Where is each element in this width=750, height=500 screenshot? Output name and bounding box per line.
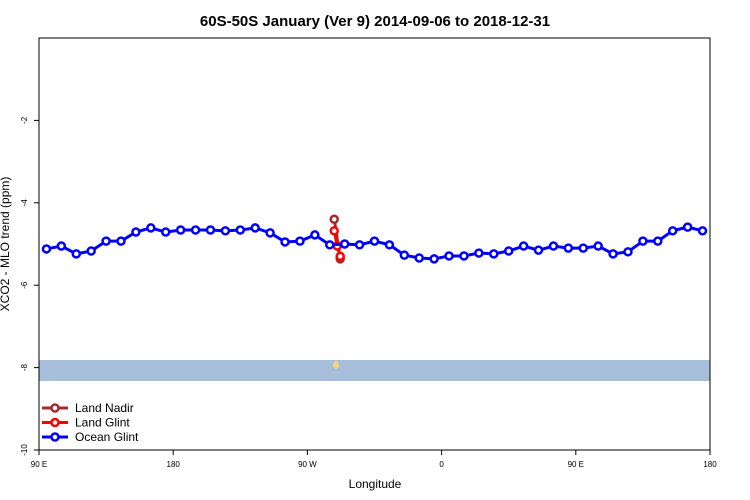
data-point [459, 251, 469, 261]
y-tick-label: -2 [20, 116, 29, 124]
data-point [429, 254, 439, 264]
data-point [414, 253, 424, 263]
x-tick-label: 180 [703, 460, 717, 469]
x-tick-label: 90 E [568, 460, 584, 469]
data-point [518, 241, 529, 251]
plot-frame [38, 37, 711, 451]
data-point [329, 214, 339, 225]
x-tick-label: 180 [167, 460, 181, 469]
data-point [235, 225, 246, 235]
data-point [578, 243, 589, 253]
data-point [265, 228, 275, 238]
x-axis-label: Longitude [349, 477, 402, 491]
data-point [339, 239, 350, 249]
data-point [295, 236, 305, 246]
data-point [329, 226, 339, 236]
data-point [160, 227, 171, 237]
legend-label: Land Nadir [75, 401, 134, 415]
legend-marker [50, 417, 60, 428]
data-point [653, 236, 663, 246]
data-point [354, 240, 365, 250]
data-point [41, 244, 52, 254]
data-point [131, 227, 141, 237]
data-point [474, 248, 484, 258]
data-point [250, 223, 260, 233]
y-tick-label: -4 [20, 199, 29, 207]
data-point [682, 222, 693, 232]
data-point [563, 243, 574, 253]
y-tick-label: -10 [20, 444, 29, 456]
legend-marker [50, 403, 60, 413]
data-point [325, 240, 335, 250]
data-point [489, 249, 499, 259]
x-tick-label: 90 W [298, 460, 317, 469]
data-point [86, 246, 96, 256]
data-point [101, 236, 111, 246]
legend-marker [50, 432, 60, 442]
data-point [444, 251, 454, 261]
data-point [56, 241, 67, 251]
data-point [146, 223, 156, 233]
y-axis-label: XCO2 - MLO trend (ppm) [0, 177, 12, 312]
y-tick-label: -8 [20, 363, 29, 371]
data-point [608, 249, 618, 259]
data-point [369, 236, 380, 246]
x-tick-label: 90 E [31, 460, 47, 469]
data-point [503, 246, 514, 256]
data-point [399, 250, 410, 260]
data-point [384, 240, 395, 250]
data-point [220, 226, 231, 236]
data-point [623, 247, 633, 257]
data-point [548, 241, 559, 251]
legend-label: Land Glint [75, 416, 130, 430]
data-point [71, 249, 82, 259]
data-point [697, 226, 708, 236]
data-point [593, 241, 603, 251]
land-patch [333, 361, 339, 369]
data-point [116, 236, 126, 246]
data-point [310, 230, 320, 240]
data-point [533, 245, 544, 255]
y-tick-label: -6 [20, 281, 29, 289]
data-point [175, 225, 186, 235]
data-point [205, 225, 216, 235]
data-point [667, 226, 678, 236]
data-point [280, 237, 290, 247]
data-point [638, 236, 648, 246]
map-strip [39, 360, 710, 381]
data-point [335, 251, 345, 262]
x-tick-label: 0 [439, 460, 444, 469]
data-point [190, 225, 201, 235]
chart-title: 60S-50S January (Ver 9) 2014-09-06 to 20… [200, 13, 550, 30]
legend-label: Ocean Glint [75, 430, 139, 444]
